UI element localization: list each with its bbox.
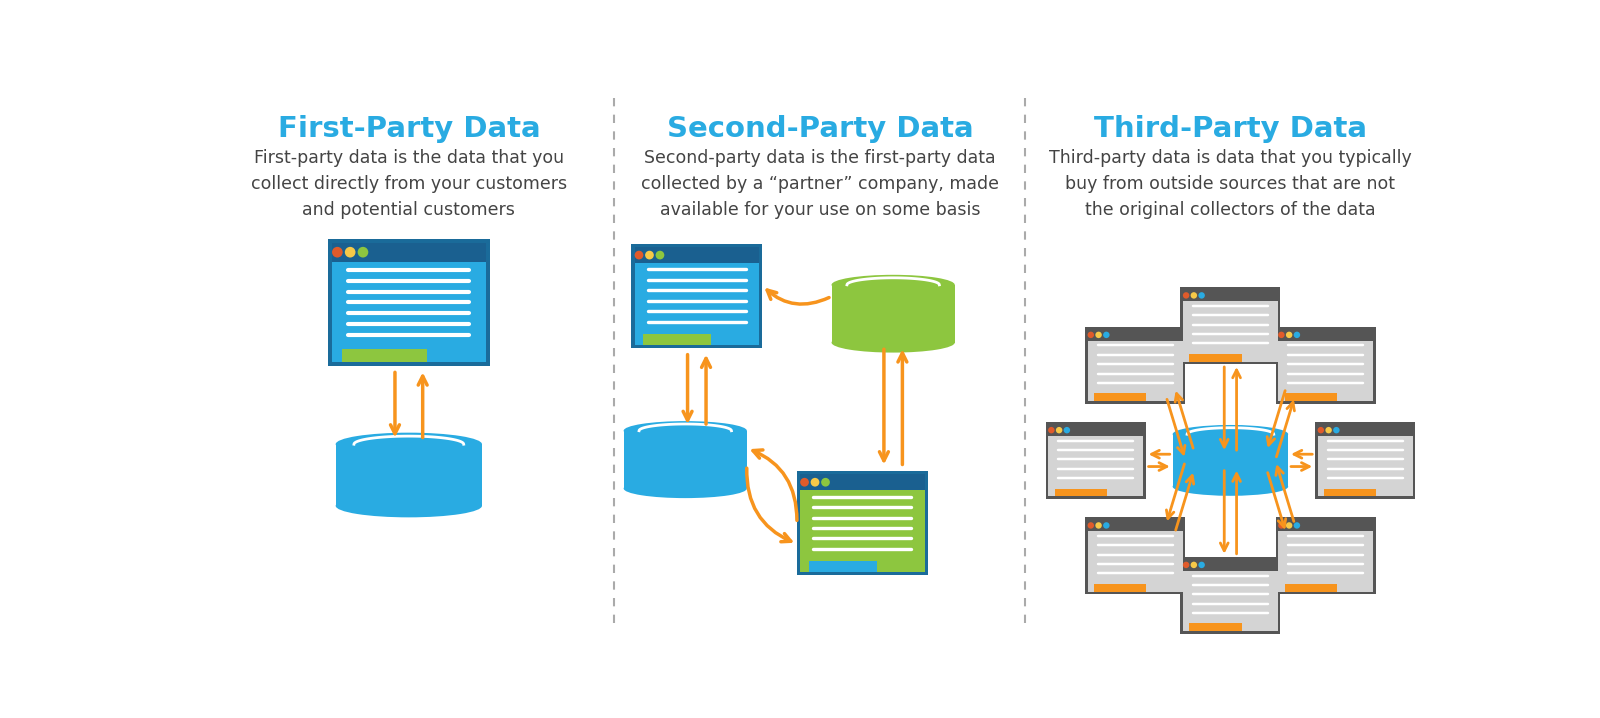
FancyBboxPatch shape bbox=[1278, 340, 1373, 401]
Circle shape bbox=[1102, 522, 1109, 528]
FancyBboxPatch shape bbox=[1048, 424, 1144, 436]
FancyBboxPatch shape bbox=[643, 335, 712, 345]
FancyBboxPatch shape bbox=[1315, 422, 1416, 499]
Text: Second-Party Data: Second-Party Data bbox=[667, 116, 973, 144]
FancyBboxPatch shape bbox=[1054, 489, 1107, 496]
Circle shape bbox=[346, 247, 355, 258]
Ellipse shape bbox=[336, 433, 482, 456]
Circle shape bbox=[1198, 292, 1205, 299]
Circle shape bbox=[656, 251, 664, 259]
FancyBboxPatch shape bbox=[1275, 517, 1376, 595]
Circle shape bbox=[1190, 292, 1197, 299]
FancyBboxPatch shape bbox=[797, 471, 928, 575]
FancyBboxPatch shape bbox=[1181, 556, 1280, 633]
FancyBboxPatch shape bbox=[800, 475, 925, 490]
Circle shape bbox=[1088, 332, 1094, 338]
FancyBboxPatch shape bbox=[1318, 424, 1413, 436]
Ellipse shape bbox=[1173, 425, 1288, 444]
Circle shape bbox=[1096, 332, 1102, 338]
Circle shape bbox=[1064, 427, 1070, 434]
FancyBboxPatch shape bbox=[333, 243, 486, 262]
FancyBboxPatch shape bbox=[808, 561, 877, 572]
Circle shape bbox=[1182, 561, 1189, 568]
FancyBboxPatch shape bbox=[1085, 327, 1186, 404]
Circle shape bbox=[811, 478, 819, 487]
Circle shape bbox=[1286, 332, 1293, 338]
FancyBboxPatch shape bbox=[1285, 393, 1338, 401]
FancyBboxPatch shape bbox=[1278, 329, 1373, 340]
FancyBboxPatch shape bbox=[333, 262, 486, 362]
Circle shape bbox=[800, 478, 810, 487]
FancyBboxPatch shape bbox=[1182, 301, 1278, 362]
Circle shape bbox=[1278, 332, 1285, 338]
FancyBboxPatch shape bbox=[1088, 531, 1182, 592]
Polygon shape bbox=[1173, 434, 1288, 487]
FancyBboxPatch shape bbox=[1318, 436, 1413, 496]
Ellipse shape bbox=[832, 275, 955, 295]
Circle shape bbox=[1190, 561, 1197, 568]
FancyBboxPatch shape bbox=[1046, 422, 1146, 499]
Ellipse shape bbox=[832, 332, 955, 353]
Circle shape bbox=[1096, 522, 1102, 528]
Text: Second-party data is the first-party data
collected by a “partner” company, made: Second-party data is the first-party dat… bbox=[642, 149, 998, 219]
Ellipse shape bbox=[1173, 477, 1288, 496]
Ellipse shape bbox=[624, 479, 747, 498]
FancyBboxPatch shape bbox=[1325, 489, 1376, 496]
Circle shape bbox=[1333, 427, 1339, 434]
FancyBboxPatch shape bbox=[1182, 571, 1278, 631]
FancyBboxPatch shape bbox=[635, 247, 758, 263]
FancyBboxPatch shape bbox=[632, 244, 762, 348]
Circle shape bbox=[645, 251, 654, 259]
Circle shape bbox=[821, 478, 830, 487]
Text: First-party data is the data that you
collect directly from your customers
and p: First-party data is the data that you co… bbox=[251, 149, 566, 219]
FancyBboxPatch shape bbox=[1085, 517, 1186, 595]
FancyBboxPatch shape bbox=[1094, 584, 1146, 592]
Ellipse shape bbox=[624, 421, 747, 440]
Circle shape bbox=[1182, 292, 1189, 299]
Circle shape bbox=[1286, 522, 1293, 528]
FancyBboxPatch shape bbox=[1278, 520, 1373, 531]
Circle shape bbox=[1048, 427, 1054, 434]
FancyBboxPatch shape bbox=[1181, 287, 1280, 364]
Ellipse shape bbox=[336, 494, 482, 518]
FancyBboxPatch shape bbox=[1094, 393, 1146, 401]
FancyBboxPatch shape bbox=[1278, 531, 1373, 592]
Circle shape bbox=[1088, 522, 1094, 528]
Text: Third-party data is data that you typically
buy from outside sources that are no: Third-party data is data that you typica… bbox=[1050, 149, 1411, 219]
Circle shape bbox=[1056, 427, 1062, 434]
Polygon shape bbox=[624, 431, 747, 488]
FancyBboxPatch shape bbox=[1088, 520, 1182, 531]
Circle shape bbox=[1198, 561, 1205, 568]
FancyBboxPatch shape bbox=[1182, 289, 1278, 301]
Circle shape bbox=[1294, 332, 1301, 338]
Circle shape bbox=[1325, 427, 1331, 434]
FancyBboxPatch shape bbox=[1088, 329, 1182, 340]
FancyBboxPatch shape bbox=[1285, 584, 1338, 592]
Circle shape bbox=[1294, 522, 1301, 528]
FancyBboxPatch shape bbox=[1182, 559, 1278, 571]
FancyBboxPatch shape bbox=[342, 349, 427, 362]
FancyBboxPatch shape bbox=[1048, 436, 1144, 496]
Circle shape bbox=[635, 251, 643, 259]
FancyBboxPatch shape bbox=[1088, 340, 1182, 401]
FancyBboxPatch shape bbox=[328, 238, 490, 365]
FancyBboxPatch shape bbox=[800, 490, 925, 572]
Circle shape bbox=[358, 247, 368, 258]
Circle shape bbox=[1318, 427, 1325, 434]
FancyBboxPatch shape bbox=[1189, 623, 1242, 631]
FancyBboxPatch shape bbox=[635, 263, 758, 345]
Circle shape bbox=[1102, 332, 1109, 338]
Text: Third-Party Data: Third-Party Data bbox=[1094, 116, 1366, 144]
Polygon shape bbox=[832, 285, 955, 342]
FancyBboxPatch shape bbox=[1189, 354, 1242, 362]
Polygon shape bbox=[336, 444, 482, 505]
FancyBboxPatch shape bbox=[1275, 327, 1376, 404]
Text: First-Party Data: First-Party Data bbox=[277, 116, 541, 144]
Circle shape bbox=[333, 247, 342, 258]
Circle shape bbox=[1278, 522, 1285, 528]
